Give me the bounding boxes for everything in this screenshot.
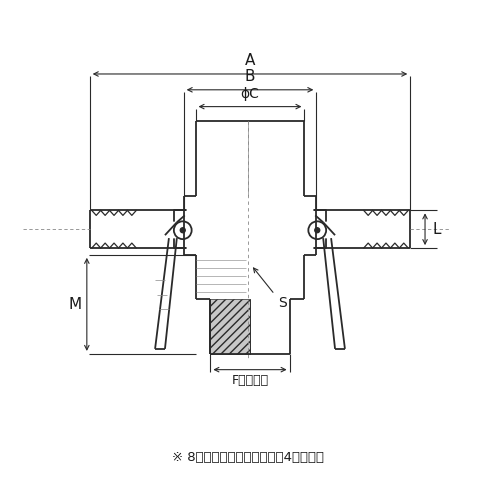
Text: ※ 8インチ品のカムアームは4本です。: ※ 8インチ品のカムアームは4本です。 [172, 451, 324, 464]
Text: M: M [69, 297, 82, 312]
Text: B: B [245, 69, 256, 84]
Text: L: L [433, 222, 442, 236]
Circle shape [180, 228, 185, 232]
Text: ϕC: ϕC [240, 86, 260, 101]
Bar [210, 300, 250, 354]
Text: F（対辺）: F（対辺） [232, 374, 268, 386]
Circle shape [315, 228, 320, 232]
Text: S: S [278, 296, 286, 310]
Text: A: A [245, 53, 255, 68]
